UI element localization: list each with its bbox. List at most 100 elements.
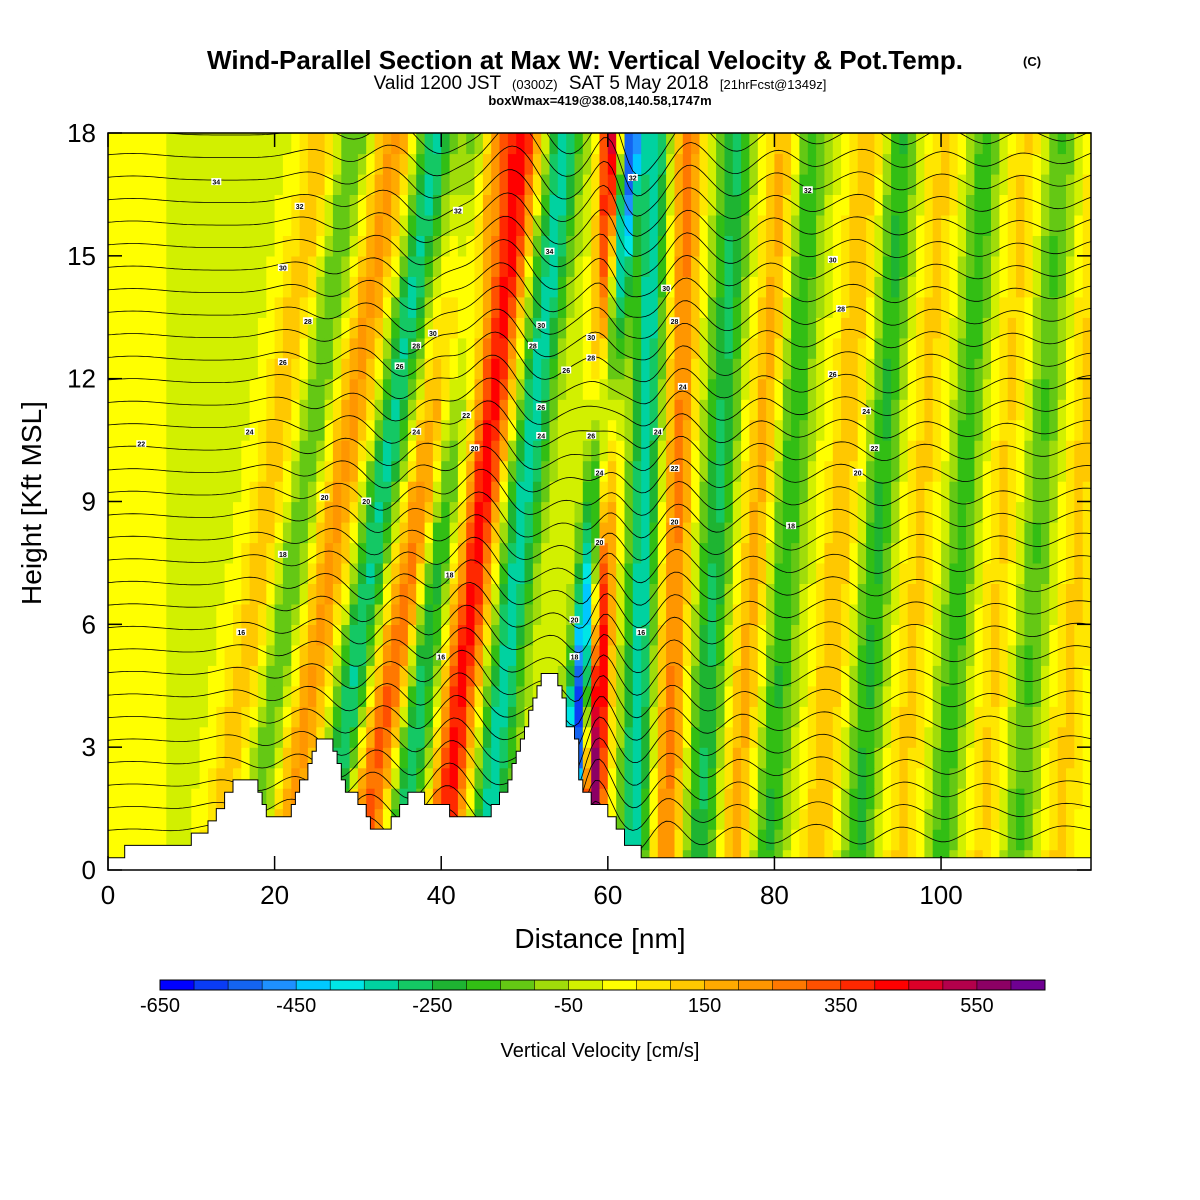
velocity-cell <box>882 562 892 584</box>
velocity-cell <box>424 419 434 441</box>
velocity-cell <box>999 173 1009 195</box>
velocity-cell <box>507 624 517 646</box>
velocity-cell <box>341 378 351 400</box>
velocity-cell <box>582 706 592 728</box>
isentrope-line <box>108 423 1091 471</box>
velocity-cell <box>391 788 401 810</box>
velocity-cell <box>1074 522 1084 544</box>
velocity-cell <box>432 276 442 298</box>
velocity-cell <box>374 808 384 830</box>
velocity-cell <box>457 378 467 400</box>
velocity-cell <box>932 522 942 544</box>
velocity-cell <box>474 173 484 195</box>
velocity-cell <box>466 317 476 339</box>
velocity-cell <box>391 501 401 523</box>
velocity-cell <box>233 522 242 544</box>
velocity-cell <box>233 685 242 707</box>
velocity-cell <box>133 194 142 216</box>
velocity-cell <box>532 276 542 298</box>
velocity-cell <box>516 706 526 728</box>
velocity-cell <box>974 603 984 625</box>
velocity-cell <box>549 337 559 359</box>
velocity-cell <box>424 562 434 584</box>
velocity-cell <box>1057 747 1067 769</box>
velocity-cell <box>291 501 301 523</box>
velocity-cell <box>416 296 426 318</box>
velocity-cell <box>782 542 792 564</box>
velocity-cell <box>657 522 667 544</box>
velocity-cell <box>599 747 609 769</box>
velocity-cell <box>374 153 384 175</box>
velocity-cell <box>832 173 842 195</box>
velocity-cell <box>891 255 900 277</box>
velocity-cell <box>557 419 567 441</box>
velocity-cell <box>457 399 467 421</box>
velocity-cell <box>582 153 592 175</box>
velocity-cell <box>374 542 384 564</box>
contour-label: 20 <box>321 495 329 502</box>
velocity-cell <box>882 542 892 564</box>
velocity-cell <box>241 399 251 421</box>
velocity-cell <box>691 562 700 584</box>
velocity-cell <box>1082 706 1091 728</box>
velocity-cell <box>374 276 384 298</box>
velocity-cell <box>274 276 284 298</box>
velocity-cell <box>374 337 384 359</box>
velocity-cell <box>382 665 392 687</box>
velocity-cell <box>149 706 159 728</box>
velocity-cell <box>532 214 542 236</box>
velocity-cell <box>1016 542 1025 564</box>
velocity-cell <box>841 276 850 298</box>
velocity-cell <box>691 296 700 318</box>
velocity-cell <box>599 542 609 564</box>
velocity-cell <box>1082 644 1091 666</box>
velocity-cell <box>324 685 334 707</box>
velocity-cell <box>116 726 126 748</box>
velocity-cell <box>316 317 326 339</box>
velocity-cell <box>349 644 359 666</box>
velocity-cell <box>799 644 809 666</box>
velocity-cell <box>674 173 684 195</box>
velocity-cell <box>432 522 442 544</box>
velocity-cell <box>257 173 267 195</box>
velocity-cell <box>641 726 651 748</box>
velocity-cell <box>1016 133 1025 155</box>
velocity-cell <box>799 685 809 707</box>
plot-area: 3432302826242220181632302826242220201816… <box>108 133 1091 870</box>
velocity-cell <box>316 624 326 646</box>
velocity-cell <box>441 255 451 277</box>
velocity-cell <box>891 419 900 441</box>
velocity-cell <box>807 562 817 584</box>
velocity-cell <box>799 481 809 503</box>
velocity-cell <box>807 624 817 646</box>
colorbar-swatch <box>262 980 297 990</box>
velocity-cell <box>1041 133 1050 155</box>
velocity-cell <box>824 829 834 851</box>
velocity-cell <box>266 235 276 257</box>
velocity-cell <box>183 235 192 257</box>
velocity-cell <box>549 644 559 666</box>
velocity-cell <box>391 296 401 318</box>
velocity-cell <box>1049 767 1059 789</box>
velocity-cell <box>382 788 392 810</box>
velocity-cell <box>416 603 426 625</box>
velocity-cell <box>233 296 242 318</box>
velocity-cell <box>1007 133 1017 155</box>
velocity-cell <box>1082 808 1091 830</box>
velocity-cell <box>591 726 601 748</box>
velocity-cell <box>424 133 434 155</box>
velocity-cell <box>324 624 334 646</box>
velocity-cell <box>782 788 792 810</box>
contour-label-bg <box>652 427 663 435</box>
velocity-cell <box>907 378 917 400</box>
velocity-cell <box>199 276 209 298</box>
velocity-cell <box>741 235 750 257</box>
velocity-cell <box>374 255 384 277</box>
velocity-cell <box>974 562 984 584</box>
velocity-cell <box>332 481 342 503</box>
velocity-cell <box>607 665 617 687</box>
velocity-cell <box>916 337 925 359</box>
velocity-cell <box>716 214 725 236</box>
velocity-cell <box>816 726 825 748</box>
velocity-cell <box>224 276 234 298</box>
